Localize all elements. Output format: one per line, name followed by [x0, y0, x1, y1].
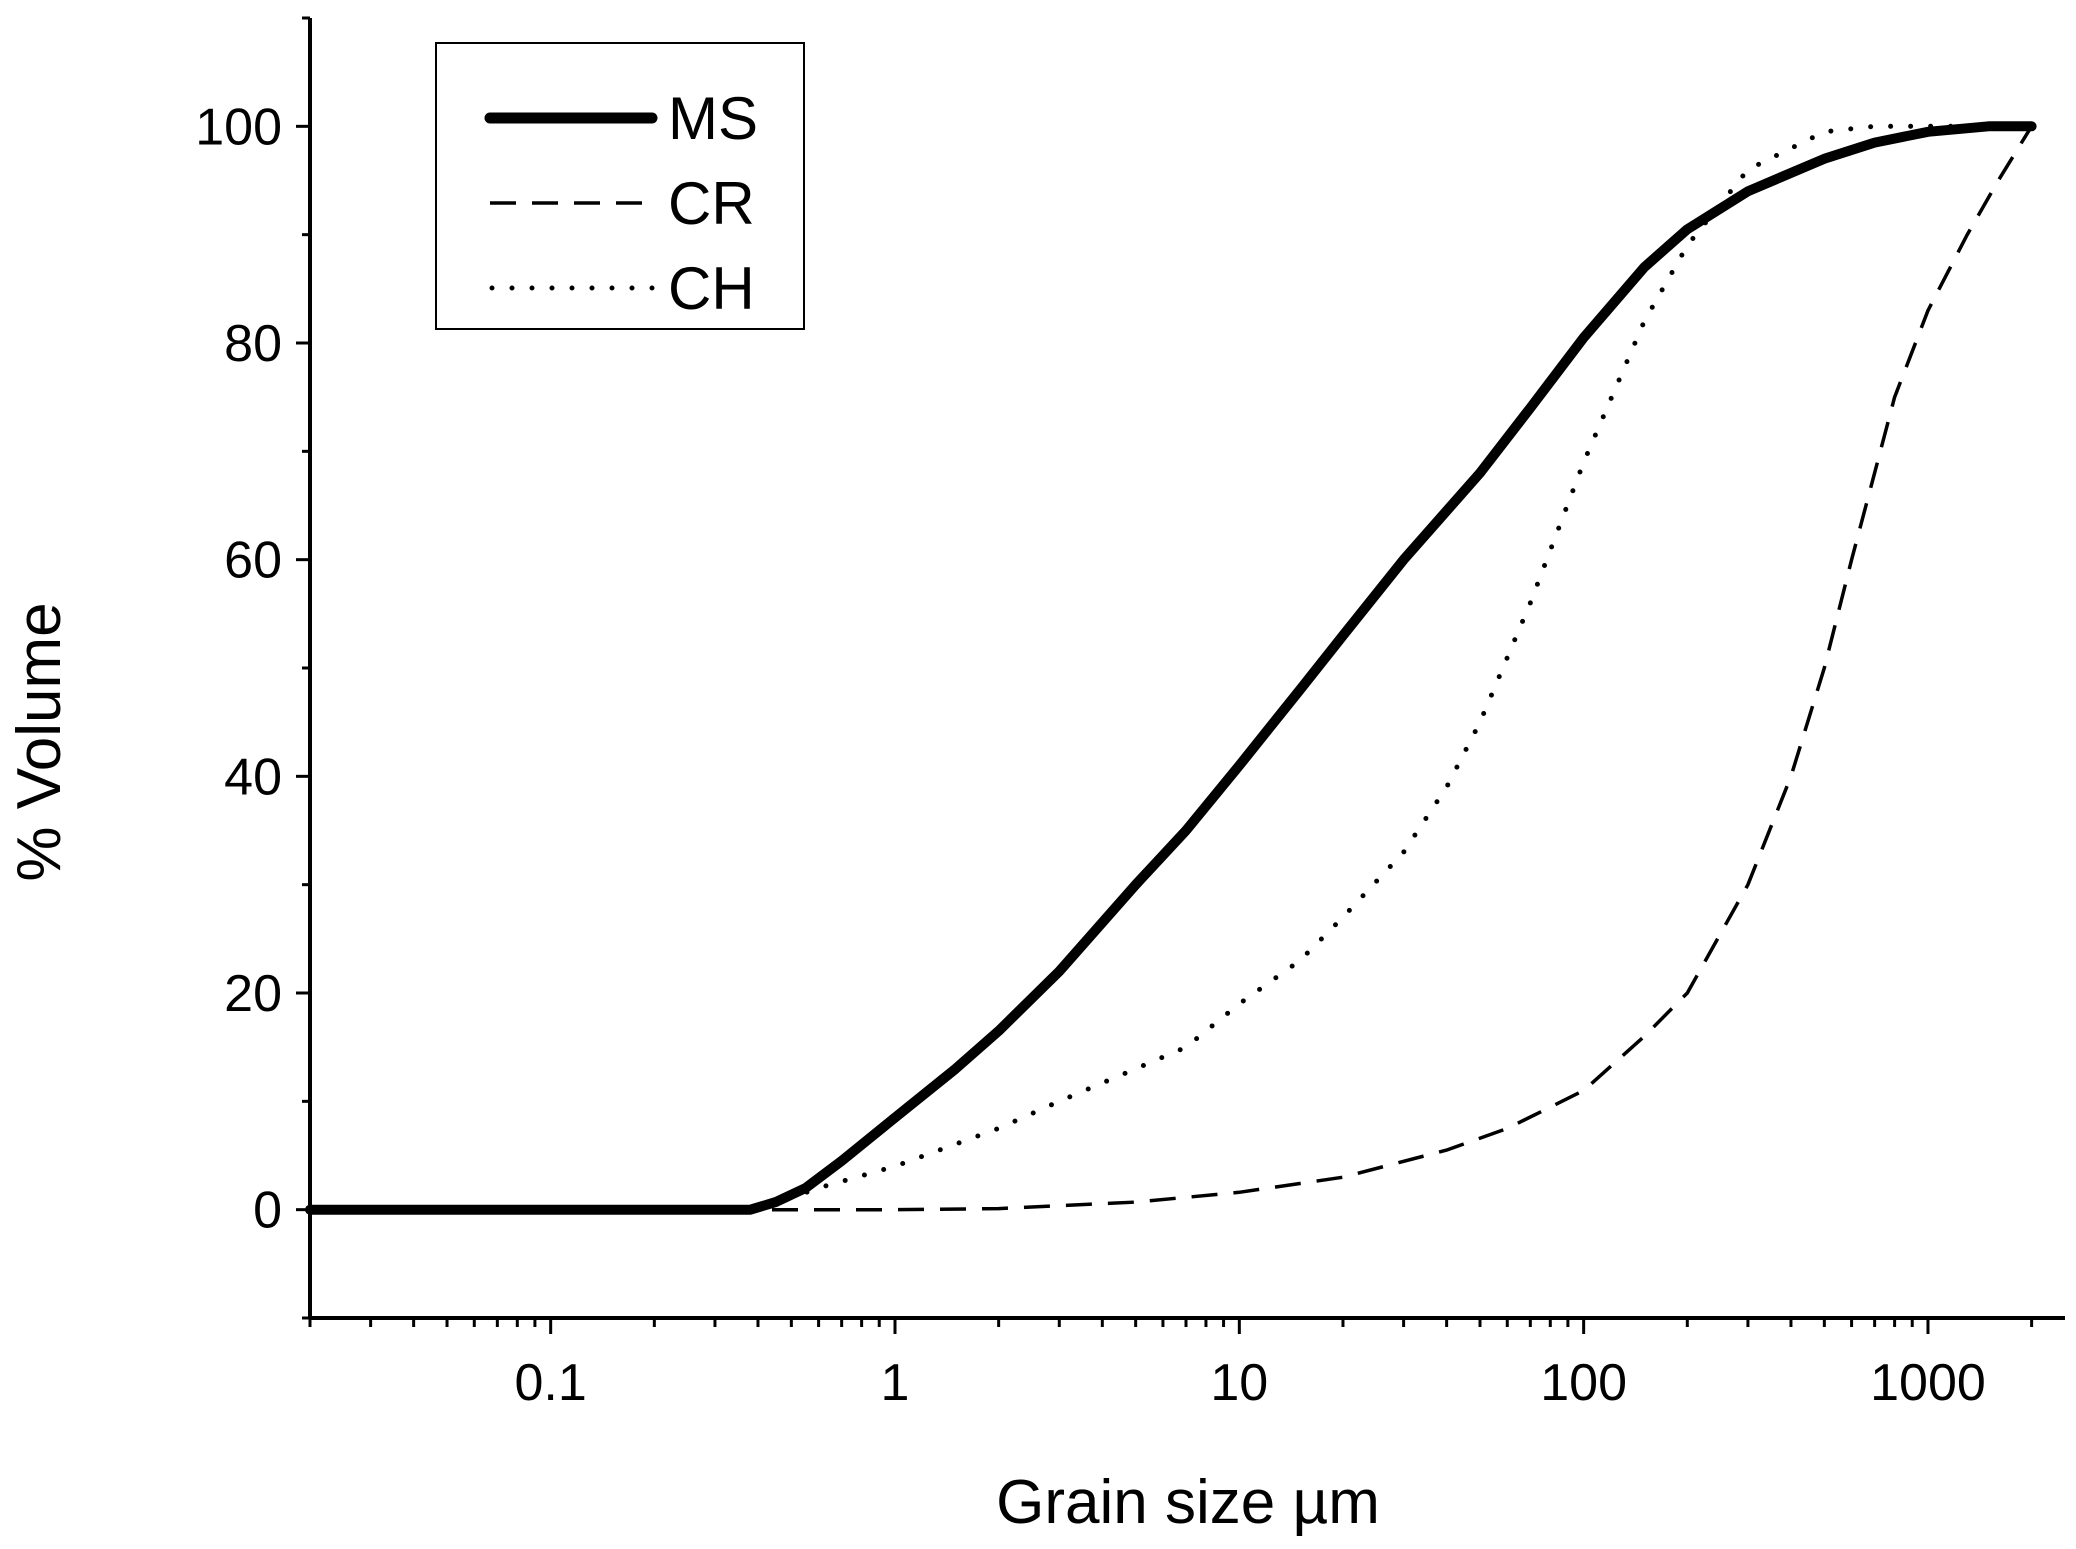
x-ticks: 0.1 1 10 100 1000 [308, 1318, 2034, 1412]
series-line-cr [310, 125, 2034, 1212]
y-tick-label: 80 [224, 315, 282, 373]
y-axis-title: % Volume [5, 602, 74, 881]
legend: MS CR CH [435, 42, 805, 330]
legend-label-cr: CR [668, 170, 755, 237]
y-ticks: 0 20 40 60 80 100 [195, 16, 310, 1320]
y-tick-label: 100 [195, 98, 282, 156]
y-tick-label: 20 [224, 965, 282, 1023]
series-line-ms [305, 121, 2037, 1215]
plot-series [305, 121, 2037, 1215]
legend-label-ch: CH [668, 255, 755, 322]
x-tick-label: 0.1 [515, 1354, 587, 1412]
y-tick-label: 60 [224, 532, 282, 590]
x-axis-title: Grain size µm [996, 1468, 1380, 1537]
series-line-ch [307, 123, 2035, 1213]
legend-label-ms: MS [668, 85, 758, 152]
axes: 0 20 40 60 80 100 0.1 1 10 100 1000 [195, 16, 2065, 1412]
y-tick-label: 40 [224, 748, 282, 806]
x-tick-label: 100 [1540, 1354, 1627, 1412]
legend-box [435, 42, 805, 330]
x-tick-label: 10 [1210, 1354, 1268, 1412]
x-tick-label: 1 [881, 1354, 910, 1412]
x-tick-label: 1000 [1870, 1354, 1986, 1412]
y-tick-label: 0 [253, 1182, 282, 1240]
